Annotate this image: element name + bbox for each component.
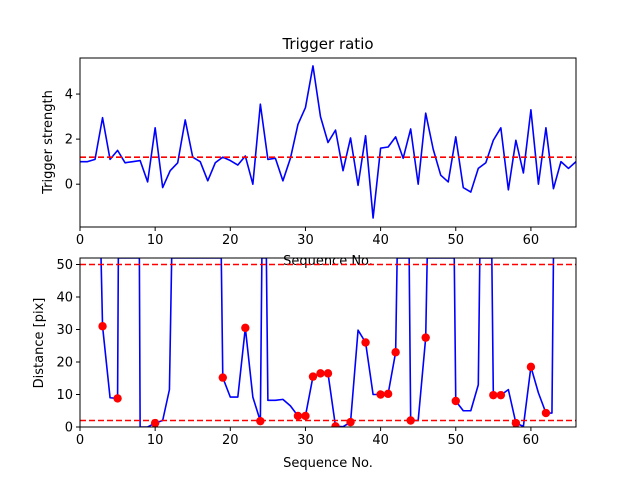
bottom-x-tick-label: 0 [76, 433, 84, 448]
bottom-marker-point [541, 408, 551, 418]
bottom-y-tick-label: 20 [56, 356, 73, 371]
bottom-plot: Sequence No. Distance [pix] 0 10 20 30 40 50 6… [32, 257, 577, 471]
bottom-marker-point [489, 390, 498, 400]
bottom-marker-point [421, 333, 430, 342]
bottom-marker-point [241, 323, 250, 333]
bottom-x-tick-label: 20 [222, 433, 239, 448]
top-chart-title: Trigger ratio [281, 35, 373, 53]
bottom-marker-point [316, 369, 325, 378]
bottom-y-tick-label: 50 [56, 258, 73, 273]
bottom-y-tick-label: 30 [56, 323, 73, 338]
bottom-marker-point [331, 422, 340, 427]
top-x-tick-label: 0 [76, 233, 84, 248]
bottom-marker-point [150, 418, 160, 427]
bottom-marker-point [376, 390, 385, 399]
top-series-line-0 [80, 65, 576, 219]
bottom-marker-point [383, 389, 393, 399]
bottom-x-axis-label: Sequence No. [283, 456, 373, 471]
bottom-marker-point [256, 416, 265, 426]
bottom-x-tick-label: 30 [297, 433, 314, 448]
bottom-marker-point [391, 348, 400, 357]
top-x-tick-label: 30 [297, 233, 314, 248]
bottom-marker-point [308, 372, 318, 381]
top-x-tick-label: 20 [222, 233, 239, 248]
bottom-marker-point [496, 390, 506, 400]
bottom-axes-frame [79, 257, 577, 428]
top-x-axis-label: Sequence No. [283, 254, 373, 269]
bottom-marker-point [346, 417, 355, 427]
bottom-marker-point [511, 418, 521, 427]
bottom-marker-point [218, 373, 227, 382]
top-y-tick-label: 2 [65, 133, 73, 148]
top-x-tick-label: 40 [372, 233, 389, 248]
bottom-marker-point [293, 411, 303, 421]
bottom-y-tick-label: 40 [56, 291, 73, 306]
bottom-y-tick-label: 10 [56, 388, 73, 403]
bottom-marker-point [113, 394, 122, 403]
bottom-x-tick-label: 60 [523, 433, 540, 448]
top-y-axis-label: Trigger strength [41, 90, 56, 195]
top-axes-frame [79, 57, 577, 228]
top-y-tick-label: 0 [65, 178, 73, 193]
top-x-tick-label: 60 [523, 233, 540, 248]
bottom-x-tick-label: 40 [372, 433, 389, 448]
bottom-marker-point [526, 362, 536, 372]
top-x-tick-label: 10 [147, 233, 164, 248]
bottom-y-tick-label: 0 [65, 421, 73, 436]
top-x-tick-label: 50 [447, 233, 464, 248]
bottom-x-tick-label: 50 [447, 433, 464, 448]
bottom-marker-point [451, 396, 460, 406]
top-y-tick-label: 4 [65, 88, 73, 103]
bottom-y-axis-label: Distance [pix] [32, 298, 47, 389]
bottom-marker-point [323, 369, 333, 378]
bottom-marker-point [406, 416, 415, 425]
bottom-marker-point [98, 322, 107, 331]
top-plot-content [80, 65, 576, 219]
bottom-marker-point [361, 338, 370, 347]
bottom-x-tick-label: 10 [147, 433, 164, 448]
bottom-plot-content [80, 258, 576, 427]
bottom-marker-point [301, 411, 310, 421]
